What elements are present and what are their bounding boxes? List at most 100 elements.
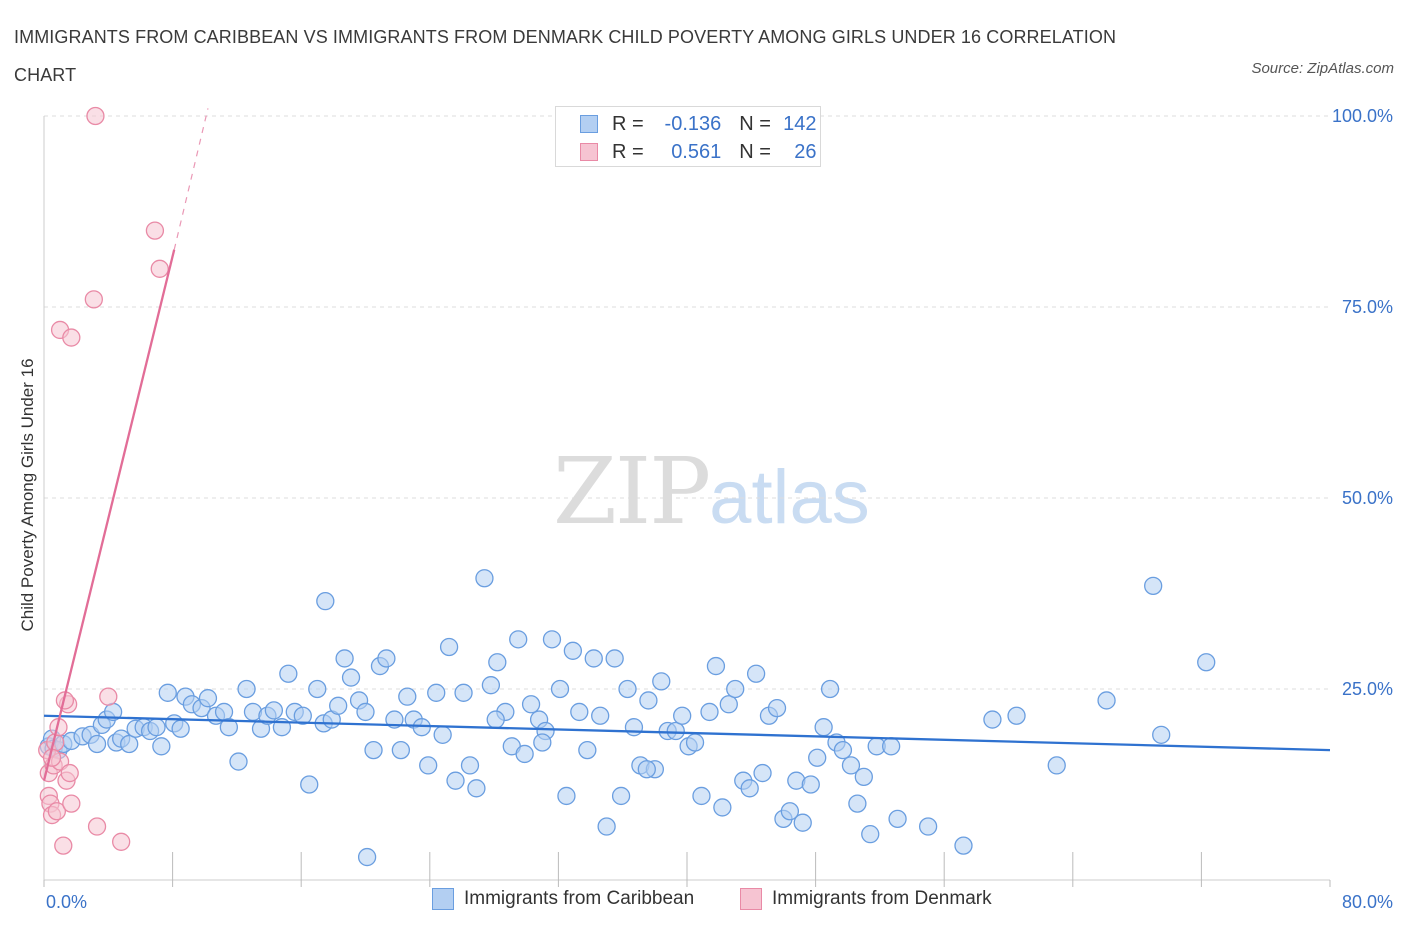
point-caribbean <box>521 695 541 714</box>
legend-r-label: R = <box>612 112 644 135</box>
point-caribbean <box>300 775 319 794</box>
legend-r-label: R = <box>612 140 644 163</box>
chart-title: IMMIGRANTS FROM CARIBBEAN VS IMMIGRANTS … <box>14 27 1117 85</box>
point-caribbean <box>439 637 459 657</box>
legend-swatch-denmark <box>580 143 598 161</box>
point-caribbean <box>814 718 833 737</box>
legend-n-value: 142 <box>783 112 817 135</box>
point-caribbean <box>767 698 787 718</box>
point-caribbean <box>888 809 907 829</box>
trendline-caribbean <box>43 714 1331 752</box>
y-axis-label: Child Poverty Among Girls Under 16 <box>18 358 37 632</box>
point-caribbean <box>1152 725 1171 744</box>
point-caribbean <box>706 656 726 676</box>
point-caribbean <box>841 756 861 775</box>
point-caribbean <box>412 718 431 737</box>
point-caribbean <box>753 763 772 783</box>
point-denmark <box>47 802 67 821</box>
point-caribbean <box>1047 756 1066 775</box>
point-caribbean <box>713 798 732 817</box>
point-caribbean <box>983 710 1002 729</box>
point-caribbean <box>486 710 505 729</box>
point-caribbean <box>692 786 711 806</box>
point-caribbean <box>335 649 354 668</box>
point-denmark <box>62 794 81 813</box>
bottom-legend-denmark: Immigrants from Denmark <box>740 888 992 910</box>
point-caribbean <box>198 689 218 708</box>
point-caribbean <box>624 718 644 737</box>
trendline-extension-denmark <box>173 108 209 250</box>
y-tick-label: 50.0% <box>1342 488 1393 508</box>
point-caribbean <box>329 696 348 715</box>
point-caribbean <box>152 737 171 756</box>
point-denmark <box>62 328 81 347</box>
point-caribbean <box>666 721 685 741</box>
point-caribbean <box>954 836 973 855</box>
point-caribbean <box>719 695 738 714</box>
point-caribbean <box>1007 706 1026 725</box>
point-caribbean <box>515 744 534 764</box>
point-caribbean <box>808 748 827 767</box>
point-caribbean <box>793 813 812 832</box>
point-denmark <box>60 763 79 783</box>
point-caribbean <box>427 683 446 702</box>
trendline-denmark <box>42 249 176 781</box>
point-caribbean <box>611 786 631 806</box>
point-caribbean <box>848 794 867 813</box>
point-caribbean <box>308 679 327 699</box>
point-caribbean <box>563 641 583 660</box>
point-caribbean <box>264 701 284 720</box>
point-caribbean <box>391 740 411 760</box>
point-caribbean <box>481 676 501 695</box>
legend-n-label: N = <box>739 140 771 163</box>
point-denmark <box>86 106 105 126</box>
point-caribbean <box>446 771 465 790</box>
point-caribbean <box>1197 653 1216 672</box>
point-caribbean <box>801 775 820 794</box>
point-caribbean <box>637 760 656 779</box>
point-caribbean <box>341 668 361 687</box>
point-caribbean <box>87 734 107 754</box>
point-caribbean <box>550 679 570 699</box>
point-caribbean <box>584 649 603 668</box>
point-caribbean <box>639 691 658 710</box>
point-caribbean <box>419 756 438 775</box>
bottom-legend-swatch-denmark <box>740 888 762 910</box>
point-caribbean <box>158 683 177 702</box>
point-caribbean <box>237 679 256 699</box>
point-caribbean <box>533 733 552 752</box>
point-caribbean <box>882 737 901 756</box>
point-caribbean <box>700 702 719 722</box>
point-caribbean <box>605 649 624 668</box>
source-label: Source: ZipAtlas.com <box>1251 60 1394 77</box>
x-tick-label: 80.0% <box>1342 892 1393 912</box>
point-caribbean <box>854 767 873 787</box>
point-caribbean <box>147 718 166 737</box>
point-caribbean <box>578 740 597 760</box>
point-caribbean <box>1097 691 1116 710</box>
legend-n-label: N = <box>739 112 771 135</box>
point-caribbean <box>357 847 377 867</box>
point-caribbean <box>229 752 248 771</box>
point-caribbean <box>219 718 239 737</box>
point-caribbean <box>740 779 759 798</box>
point-caribbean <box>364 740 383 760</box>
point-caribbean <box>591 706 610 725</box>
x-tick-label: 0.0% <box>46 892 87 912</box>
point-caribbean <box>488 653 507 672</box>
point-caribbean <box>833 740 853 760</box>
point-denmark <box>150 259 169 278</box>
point-caribbean <box>171 719 190 738</box>
point-caribbean <box>316 591 335 611</box>
point-caribbean <box>433 725 452 744</box>
point-caribbean <box>279 664 298 683</box>
point-caribbean <box>385 710 404 729</box>
point-caribbean <box>861 825 880 844</box>
point-caribbean <box>120 734 139 754</box>
point-caribbean <box>726 679 745 699</box>
correlation-legend: R = -0.136 N = 142 R = 0.561 N = 26 <box>555 106 821 167</box>
bottom-legend-swatch-caribbean <box>432 888 454 910</box>
point-denmark <box>99 687 118 706</box>
bottom-legend-label-caribbean: Immigrants from Caribbean <box>464 888 695 909</box>
legend-r-value: -0.136 <box>664 112 722 135</box>
